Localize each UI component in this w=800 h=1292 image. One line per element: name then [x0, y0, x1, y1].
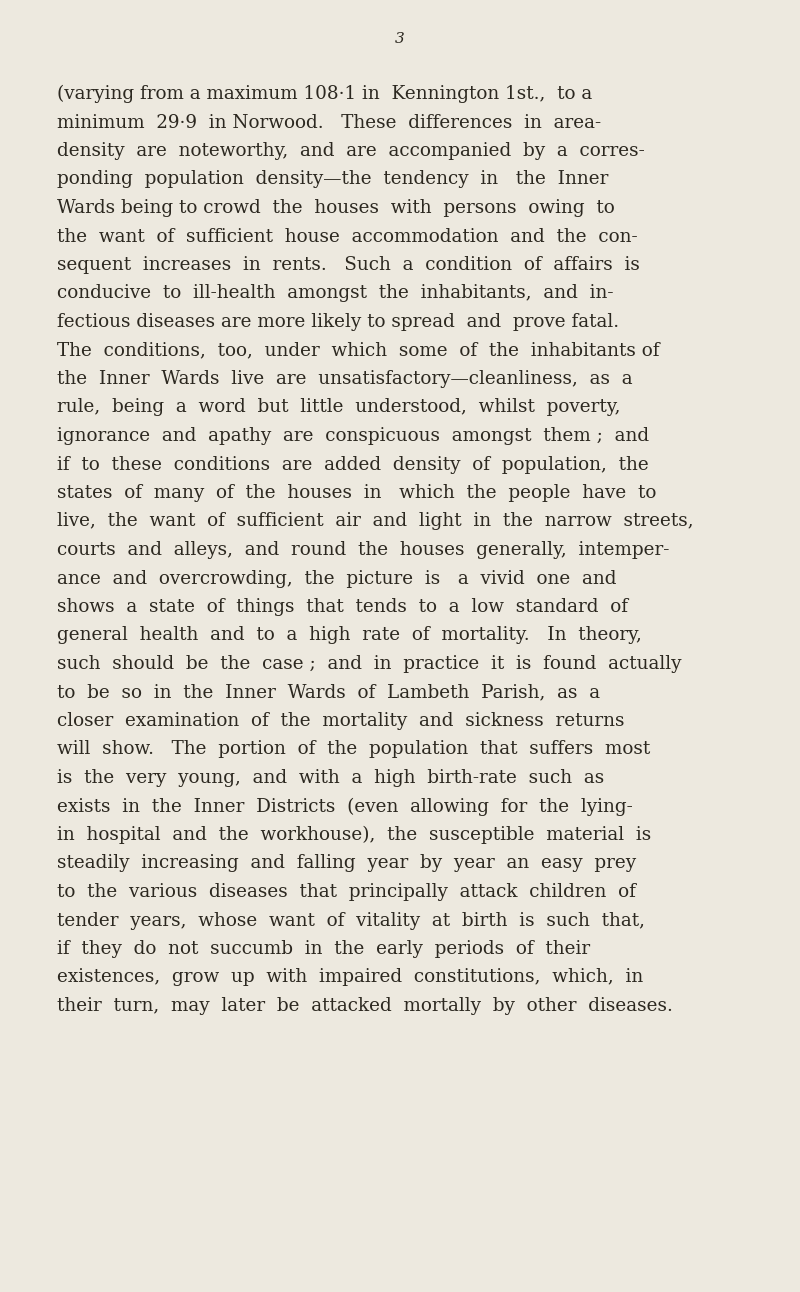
Text: to  be  so  in  the  Inner  Wards  of  Lambeth  Parish,  as  a: to be so in the Inner Wards of Lambeth P… [57, 683, 600, 702]
Text: steadily  increasing  and  falling  year  by  year  an  easy  prey: steadily increasing and falling year by … [57, 854, 636, 872]
Text: tender  years,  whose  want  of  vitality  at  birth  is  such  that,: tender years, whose want of vitality at … [57, 911, 645, 929]
Text: sequent  increases  in  rents.   Such  a  condition  of  affairs  is: sequent increases in rents. Such a condi… [57, 256, 640, 274]
Text: will  show.   The  portion  of  the  population  that  suffers  most: will show. The portion of the population… [57, 740, 650, 758]
Text: the  want  of  sufficient  house  accommodation  and  the  con-: the want of sufficient house accommodati… [57, 227, 638, 245]
Text: states  of  many  of  the  houses  in   which  the  people  have  to: states of many of the houses in which th… [57, 484, 656, 503]
Text: minimum  29·9  in Norwood.   These  differences  in  area-: minimum 29·9 in Norwood. These differenc… [57, 114, 601, 132]
Text: such  should  be  the  case ;  and  in  practice  it  is  found  actually: such should be the case ; and in practic… [57, 655, 682, 673]
Text: ignorance  and  apathy  are  conspicuous  amongst  them ;  and: ignorance and apathy are conspicuous amo… [57, 426, 649, 444]
Text: courts  and  alleys,  and  round  the  houses  generally,  intemper-: courts and alleys, and round the houses … [57, 541, 670, 559]
Text: exists  in  the  Inner  Districts  (even  allowing  for  the  lying-: exists in the Inner Districts (even allo… [57, 797, 633, 815]
Text: fectious diseases are more likely to spread  and  prove fatal.: fectious diseases are more likely to spr… [57, 313, 619, 331]
Text: (varying from a maximum 108·1 in  Kennington 1st.,  to a: (varying from a maximum 108·1 in Kenning… [57, 85, 592, 103]
Text: general  health  and  to  a  high  rate  of  mortality.   In  theory,: general health and to a high rate of mor… [57, 627, 642, 645]
Text: ponding  population  density—the  tendency  in   the  Inner: ponding population density—the tendency … [57, 171, 608, 189]
Text: to  the  various  diseases  that  principally  attack  children  of: to the various diseases that principally… [57, 882, 636, 901]
Text: if  they  do  not  succumb  in  the  early  periods  of  their: if they do not succumb in the early peri… [57, 941, 590, 957]
Text: existences,  grow  up  with  impaired  constitutions,  which,  in: existences, grow up with impaired consti… [57, 969, 643, 987]
Text: conducive  to  ill-health  amongst  the  inhabitants,  and  in-: conducive to ill-health amongst the inha… [57, 284, 614, 302]
Text: their  turn,  may  later  be  attacked  mortally  by  other  diseases.: their turn, may later be attacked mortal… [57, 997, 673, 1016]
Text: density  are  noteworthy,  and  are  accompanied  by  a  corres-: density are noteworthy, and are accompan… [57, 142, 645, 160]
Text: live,  the  want  of  sufficient  air  and  light  in  the  narrow  streets,: live, the want of sufficient air and lig… [57, 513, 694, 531]
Text: the  Inner  Wards  live  are  unsatisfactory—cleanliness,  as  a: the Inner Wards live are unsatisfactory—… [57, 370, 633, 388]
Text: closer  examination  of  the  mortality  and  sickness  returns: closer examination of the mortality and … [57, 712, 625, 730]
Text: rule,  being  a  word  but  little  understood,  whilst  poverty,: rule, being a word but little understood… [57, 398, 621, 416]
Text: if  to  these  conditions  are  added  density  of  population,  the: if to these conditions are added density… [57, 456, 649, 473]
Text: is  the  very  young,  and  with  a  high  birth-rate  such  as: is the very young, and with a high birth… [57, 769, 604, 787]
Text: The  conditions,  too,  under  which  some  of  the  inhabitants of: The conditions, too, under which some of… [57, 341, 659, 359]
Text: in  hospital  and  the  workhouse),  the  susceptible  material  is: in hospital and the workhouse), the susc… [57, 826, 651, 844]
Text: ance  and  overcrowding,  the  picture  is   a  vivid  one  and: ance and overcrowding, the picture is a … [57, 570, 617, 588]
Text: 3: 3 [395, 32, 405, 47]
Text: shows  a  state  of  things  that  tends  to  a  low  standard  of: shows a state of things that tends to a … [57, 598, 628, 616]
Text: Wards being to crowd  the  houses  with  persons  owing  to: Wards being to crowd the houses with per… [57, 199, 614, 217]
